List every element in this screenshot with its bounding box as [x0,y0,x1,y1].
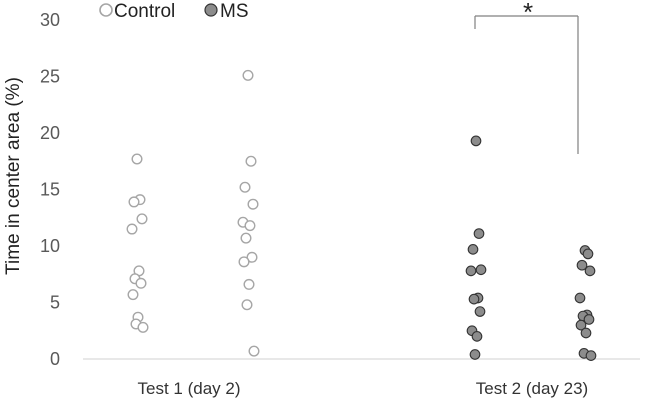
data-point-control [241,299,253,311]
data-point-ms [468,293,480,305]
y-tick-labels: 0 5 10 15 20 25 30 [40,10,60,369]
data-point-ms [469,349,481,360]
x-category-labels: Test 1 (day 2) Test 2 (day 23) [138,379,589,398]
data-point-control [244,220,256,232]
legend-label-ms: MS [220,1,249,22]
data-point-control [248,345,260,357]
data-point-ms [465,265,477,277]
data-point-ms [475,264,487,276]
data-point-control [137,321,149,333]
data-point-ms [583,314,595,325]
data-point-ms [473,228,485,239]
data-point-ms [574,292,586,304]
y-tick-label: 25 [40,67,60,87]
significance-bracket: * [474,0,579,154]
data-point-ms [585,350,597,361]
y-axis-title: Time in center area (%) [3,77,24,275]
data-point-control [242,69,254,81]
legend-label-control: Control [114,1,175,22]
data-point-ms [470,135,482,147]
data-point-control [131,153,143,165]
data-point-control [238,256,250,268]
y-tick-label: 30 [40,10,60,30]
x-category-label: Test 1 (day 2) [138,379,241,398]
data-point-control [243,278,255,290]
y-tick-label: 10 [40,236,60,256]
y-tick-label: 5 [50,293,60,313]
data-point-control [128,196,140,208]
data-point-control [247,198,259,210]
x-category-label: Test 2 (day 23) [476,379,588,398]
data-point-control [127,289,139,301]
data-point-ms [471,331,483,342]
data-point-ms [576,259,588,271]
data-point-ms [575,319,587,331]
data-point-control [135,277,147,289]
data-points [126,69,597,361]
legend-marker-ms [204,3,218,17]
data-point-control [246,251,258,263]
data-point-control [240,232,252,244]
data-point-ms [467,244,479,255]
data-point-ms [584,265,596,277]
data-point-control [126,223,138,235]
legend-marker-control [99,3,113,17]
y-tick-label: 0 [50,349,60,369]
y-tick-label: 15 [40,180,60,200]
data-point-ms [582,248,594,260]
data-point-control [239,181,251,193]
data-point-control [245,155,257,167]
significance-asterisk: * [523,0,533,27]
data-point-ms [580,327,592,339]
y-tick-label: 20 [40,123,60,143]
data-point-ms [474,306,486,317]
data-point-control [136,213,148,225]
legend: Control MS [99,1,249,22]
